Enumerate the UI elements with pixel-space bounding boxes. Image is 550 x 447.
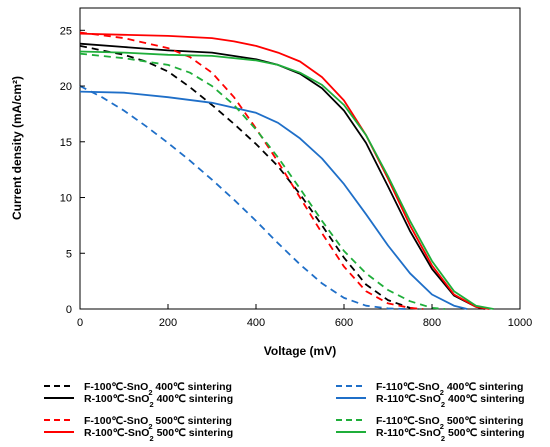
x-tick-label: 800 (423, 317, 441, 329)
y-tick-label: 15 (60, 137, 72, 149)
x-tick-label: 0 (77, 317, 83, 329)
legend-label: F-110℃-SnO2 400℃ sintering (376, 381, 523, 397)
series-line-2 (79, 32, 490, 310)
y-axis-title: Current density (mA/cm²) (10, 76, 24, 220)
legend-entry-1: R-100℃-SnO2 400℃ sintering (44, 393, 233, 409)
y-tick-label: 25 (60, 25, 72, 37)
legend-label: F-110℃-SnO2 500℃ sintering (376, 415, 523, 431)
legend-entry-3: F-100℃-SnO2 500℃ sintering (44, 415, 232, 431)
legend: F-100℃-SnO2 400℃ sintering F-110℃-SnO2 40… (44, 381, 525, 443)
y-tick-label: 0 (66, 304, 72, 316)
legend-label: R-110℃-SnO2 500℃ sintering (376, 427, 525, 443)
x-tick-label: 200 (159, 317, 177, 329)
y-tick-label: 20 (60, 81, 72, 93)
x-tick-label: 400 (247, 317, 265, 329)
legend-entry-5: F-110℃-SnO2 400℃ sintering (336, 381, 523, 397)
legend-label: R-110℃-SnO2 400℃ sintering (376, 393, 525, 409)
y-tick-label: 10 (60, 193, 72, 205)
y-tick-label: 5 (66, 248, 72, 260)
series-line-7 (79, 52, 446, 310)
legend-entry-0: F-100℃-SnO2 400℃ sintering (44, 381, 232, 397)
legend-label: R-100℃-SnO2 500℃ sintering (84, 427, 233, 443)
series-line-1 (79, 42, 486, 310)
series-line-3 (79, 31, 424, 310)
plot-area (79, 7, 521, 310)
series-line-6 (79, 50, 494, 310)
axes: 0 200 400 600 800 1000 0 5 10 15 20 25 (60, 25, 532, 329)
x-tick-label: 600 (335, 317, 353, 329)
series-line-0 (79, 45, 419, 310)
x-axis-title: Voltage (mV) (264, 344, 336, 358)
series-line-4 (79, 90, 468, 310)
legend-entry-4: R-110℃-SnO2 400℃ sintering (336, 393, 525, 409)
series-line-5 (79, 85, 406, 310)
legend-label: F-100℃-SnO2 400℃ sintering (84, 381, 232, 397)
legend-entry-7: F-110℃-SnO2 500℃ sintering (336, 415, 523, 431)
plot-frame (79, 7, 521, 310)
series-lines (79, 31, 494, 310)
legend-label: R-100℃-SnO2 400℃ sintering (84, 393, 233, 409)
legend-entry-2: R-100℃-SnO2 500℃ sintering (44, 427, 233, 443)
legend-entry-6: R-110℃-SnO2 500℃ sintering (336, 427, 525, 443)
x-tick-label: 1000 (508, 317, 532, 329)
legend-label: F-100℃-SnO2 500℃ sintering (84, 415, 232, 431)
